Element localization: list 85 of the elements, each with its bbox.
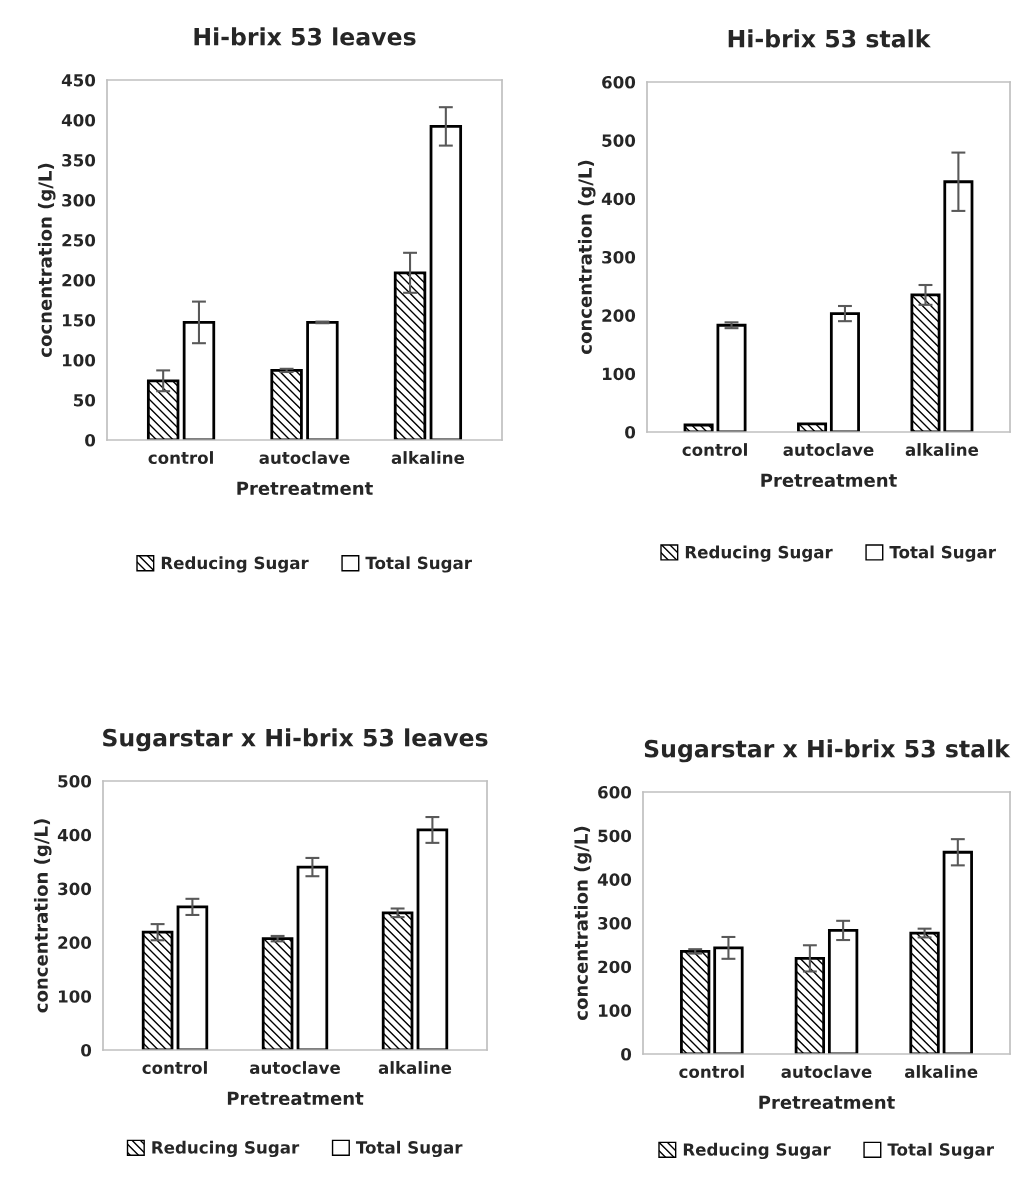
- y-tick-label: 350: [62, 153, 96, 167]
- bar: [306, 321, 339, 440]
- x-axis-title: Pretreatment: [237, 481, 373, 496]
- bar: [176, 905, 209, 1050]
- x-tick-label: autoclave: [781, 1065, 872, 1079]
- x-tick-label: alkaline: [378, 1061, 452, 1075]
- bar: [943, 180, 974, 432]
- bar: [716, 323, 747, 432]
- legend-label: Total Sugar: [365, 556, 472, 573]
- y-axis-title: concentration (g/L): [33, 819, 52, 1013]
- y-tick-label: 100: [62, 353, 96, 367]
- x-tick-label: autoclave: [259, 451, 350, 465]
- bar: [713, 946, 744, 1054]
- y-tick-label: 150: [62, 313, 96, 327]
- legend-label: Reducing Sugar: [152, 1140, 300, 1158]
- y-tick-label: 500: [598, 829, 632, 843]
- y-tick-label: 0: [621, 1047, 632, 1061]
- y-tick-label: 300: [58, 882, 92, 896]
- x-tick-label: control: [148, 451, 213, 465]
- chart-title: Hi-brix 53 leaves: [194, 27, 416, 46]
- y-tick-label: 500: [602, 134, 636, 147]
- y-tick-label: 400: [601, 192, 636, 206]
- bar: [393, 271, 427, 440]
- legend-label: Total Sugar: [887, 1142, 994, 1160]
- y-tick-label: 100: [598, 1004, 632, 1017]
- y-axis-title: concentration (g/L): [573, 826, 592, 1020]
- x-tick-label: control: [679, 1065, 744, 1079]
- x-tick-label: alkaline: [904, 1065, 978, 1079]
- y-tick-label: 300: [602, 250, 636, 264]
- bar: [416, 828, 449, 1050]
- y-tick-label: 100: [602, 367, 636, 381]
- bar: [909, 931, 940, 1054]
- y-tick-label: 200: [598, 960, 632, 974]
- chart-title: Hi-brix 53 stalk: [728, 29, 931, 48]
- bar: [296, 865, 329, 1050]
- bar: [794, 956, 826, 1054]
- legend-label: Total Sugar: [889, 545, 996, 562]
- y-tick-label: 200: [62, 273, 96, 287]
- y-tick-label: 300: [62, 193, 96, 207]
- y-tick-label: 300: [598, 916, 632, 930]
- bar: [827, 929, 859, 1054]
- x-tick-label: autoclave: [783, 443, 874, 457]
- y-tick-label: 600: [602, 75, 636, 89]
- bar: [680, 949, 711, 1054]
- chart-title: Sugarstar x Hi-brix 53 leaves: [103, 728, 488, 752]
- y-tick-label: 450: [61, 73, 96, 87]
- y-tick-label: 600: [598, 785, 632, 799]
- y-tick-label: 500: [58, 774, 92, 788]
- x-axis-title: Pretreatment: [759, 1095, 895, 1110]
- bar: [829, 312, 860, 432]
- x-tick-label: autoclave: [249, 1061, 340, 1075]
- y-tick-label: 400: [57, 828, 92, 842]
- y-tick-label: 250: [62, 233, 96, 247]
- y-axis-title: cocnentration (g/L): [37, 163, 56, 357]
- y-tick-label: 200: [602, 309, 636, 322]
- y-tick-label: 0: [85, 433, 96, 447]
- x-tick-label: control: [142, 1061, 207, 1075]
- y-tick-label: 0: [81, 1043, 92, 1057]
- bar: [182, 321, 216, 440]
- bar: [381, 911, 414, 1050]
- x-tick-label: alkaline: [391, 451, 465, 465]
- y-tick-label: 400: [597, 873, 632, 886]
- y-tick-label: 100: [58, 990, 92, 1003]
- bar: [910, 293, 941, 432]
- y-tick-label: 200: [58, 936, 92, 949]
- legend-label: Reducing Sugar: [683, 1142, 831, 1160]
- x-tick-label: alkaline: [905, 443, 979, 457]
- y-tick-label: 400: [61, 113, 96, 127]
- bar: [942, 850, 973, 1054]
- x-tick-label: control: [682, 443, 747, 457]
- legend-label: Total Sugar: [355, 1140, 463, 1158]
- y-tick-label: 0: [625, 425, 636, 439]
- legend-label: Reducing Sugar: [161, 556, 309, 573]
- legend-label: Reducing Sugar: [685, 545, 833, 562]
- x-axis-title: Pretreatment: [227, 1091, 364, 1106]
- bar: [261, 937, 294, 1050]
- bar: [429, 125, 463, 440]
- bar: [797, 422, 828, 432]
- bar: [270, 369, 303, 440]
- y-tick-label: 50: [73, 393, 96, 407]
- x-axis-title: Pretreatment: [761, 473, 897, 488]
- bar: [146, 379, 180, 440]
- chart-title: Sugarstar x Hi-brix 53 stalk: [644, 739, 1011, 763]
- bar: [141, 930, 174, 1050]
- y-axis-title: concentration (g/L): [577, 160, 596, 354]
